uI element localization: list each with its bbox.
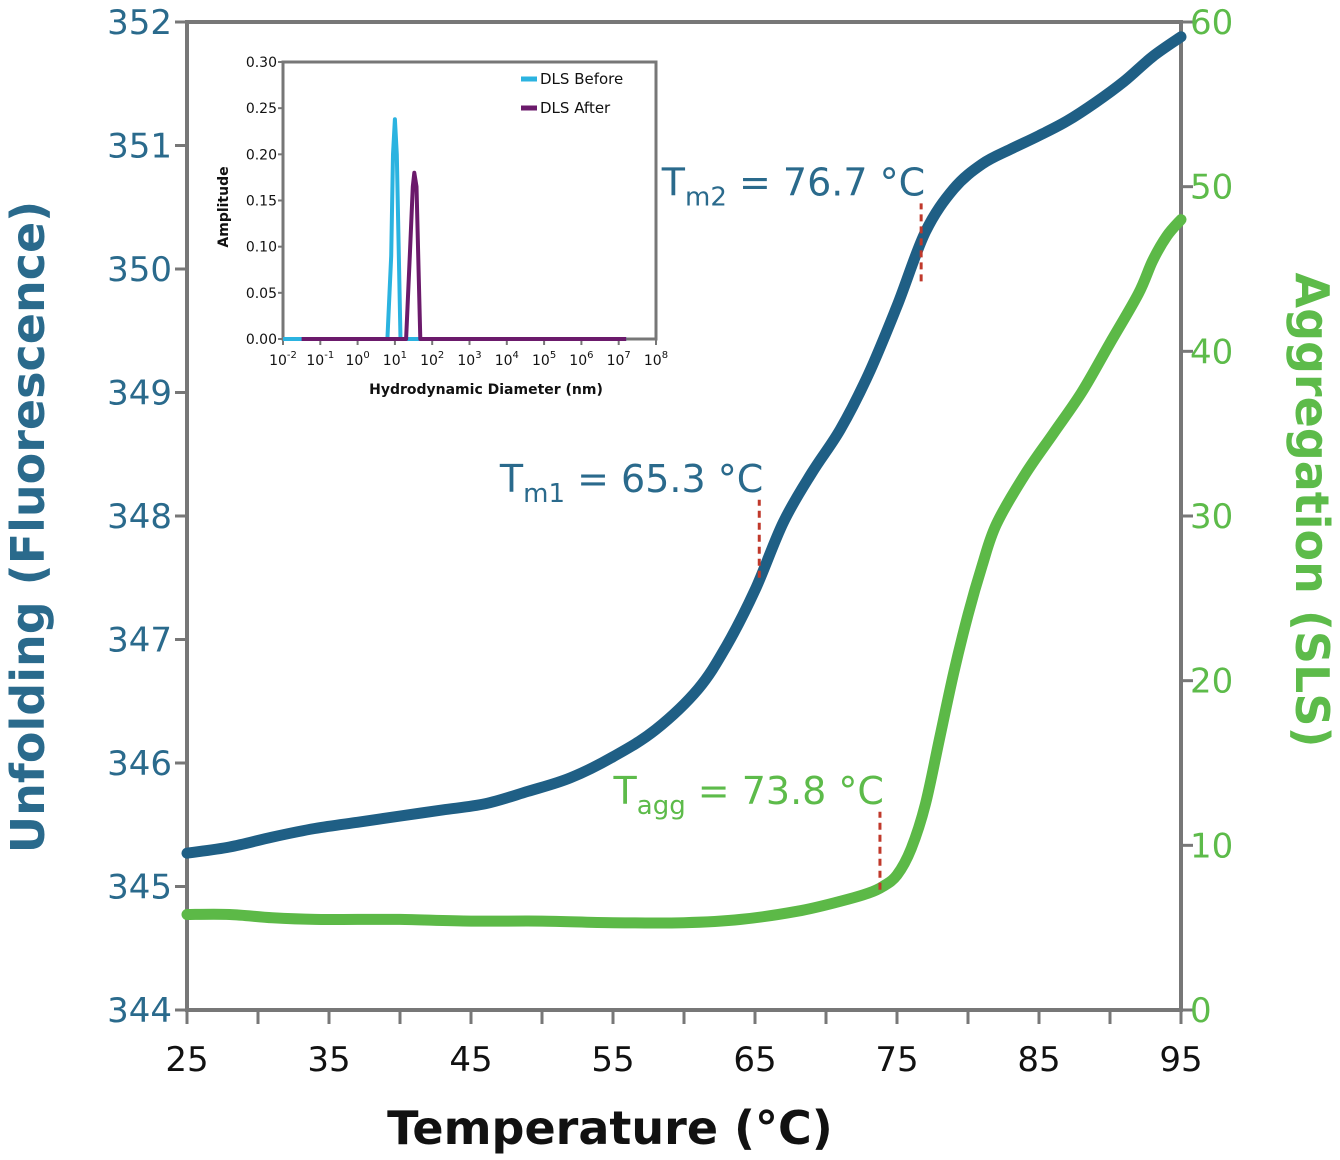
right-tick-label: 50 xyxy=(1190,168,1233,208)
left-tick-label: 345 xyxy=(107,868,172,908)
annotation-label: Tm2 = 76.7 °C xyxy=(661,160,925,212)
inset-x-tick-label: 102 xyxy=(420,350,444,369)
sls-series-line xyxy=(181,214,1187,929)
inset-x-tick-label: 104 xyxy=(495,350,519,369)
inset-x-tick-label: 108 xyxy=(644,350,668,369)
dls-inset-chart: 10-2 10-1 100 101 102 103 104 105 106 107 108 0.00 0… xyxy=(216,55,668,398)
inset-y-tick-label: 0.25 xyxy=(246,101,277,117)
inset-y-tick-label: 0.15 xyxy=(246,194,277,210)
inset-x-tick-label: 100 xyxy=(345,350,369,369)
inset-y-tick-label: 0.30 xyxy=(246,55,277,71)
legend-dls-after-label: DLS After xyxy=(540,99,611,117)
right-tick-label: 20 xyxy=(1190,662,1233,702)
inset-x-tick-label: 105 xyxy=(532,350,556,369)
right-axis-label: Aggregation (SLS) xyxy=(1285,272,1339,747)
x-axis-label: Temperature (°C) xyxy=(387,1101,833,1155)
x-tick-label: 55 xyxy=(591,1040,634,1080)
left-tick-label: 349 xyxy=(107,374,172,414)
left-tick-label: 347 xyxy=(107,621,172,661)
left-tick-label: 344 xyxy=(107,991,172,1031)
left-axis-label: Unfolding (Fluorescence) xyxy=(1,201,55,853)
left-tick-label: 350 xyxy=(107,250,172,290)
left-tick-label: 351 xyxy=(107,127,172,167)
inset-x-tick-label: 107 xyxy=(607,350,631,369)
inset-x-tick-label: 106 xyxy=(569,350,593,369)
legend-dls-before-label: DLS Before xyxy=(540,70,623,88)
right-tick-label: 10 xyxy=(1190,826,1233,866)
fluorescence-series-line xyxy=(181,31,1187,859)
x-tick-label: 85 xyxy=(1017,1040,1060,1080)
x-tick-label: 75 xyxy=(875,1040,918,1080)
x-tick-label: 25 xyxy=(165,1040,208,1080)
x-tick-label: 35 xyxy=(307,1040,350,1080)
inset-x-axis-label: Hydrodynamic Diameter (nm) xyxy=(369,382,603,398)
left-tick-label: 348 xyxy=(107,497,172,537)
right-tick-label: 0 xyxy=(1190,991,1212,1031)
left-tick-label: 346 xyxy=(107,744,172,784)
inset-y-axis-label: Amplitude xyxy=(216,166,232,247)
inset-y-tick-label: 0.00 xyxy=(246,332,277,348)
x-tick-label: 45 xyxy=(449,1040,492,1080)
x-tick-label: 65 xyxy=(733,1040,776,1080)
right-tick-label: 60 xyxy=(1190,3,1233,43)
dls-after-series-line xyxy=(301,170,627,341)
inset-x-tick-label: 10-2 xyxy=(269,350,297,369)
inset-x-tick-label: 101 xyxy=(383,350,407,369)
right-tick-label: 40 xyxy=(1190,332,1233,372)
x-tick-label: 95 xyxy=(1159,1040,1202,1080)
inset-y-tick-label: 0.20 xyxy=(246,147,277,163)
inset-y-tick-label: 0.10 xyxy=(246,240,277,256)
inset-x-tick-label: 10-1 xyxy=(306,350,334,369)
annotation-label: Tagg = 73.8 °C xyxy=(613,769,884,821)
left-tick-label: 352 xyxy=(107,3,172,43)
inset-x-tick-label: 103 xyxy=(457,350,481,369)
inset-background xyxy=(281,60,658,341)
right-tick-label: 30 xyxy=(1190,497,1233,537)
inset-y-tick-label: 0.05 xyxy=(246,286,277,302)
annotation-label: Tm1 = 65.3 °C xyxy=(499,457,763,509)
